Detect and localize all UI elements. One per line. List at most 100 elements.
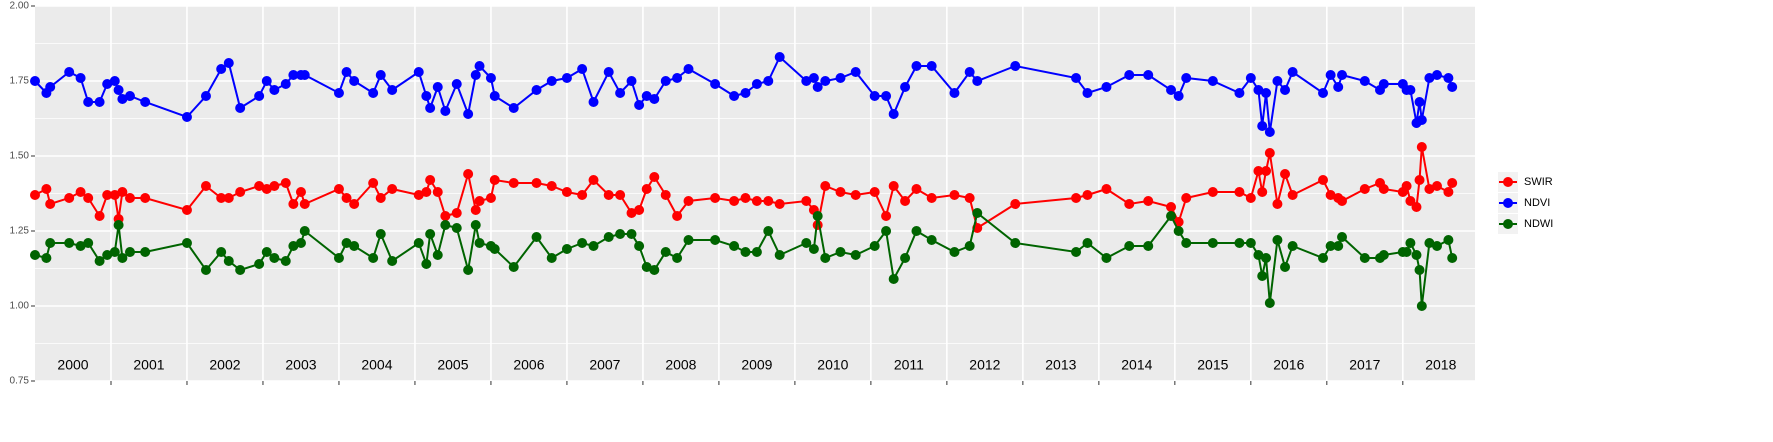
point <box>375 70 386 80</box>
point <box>801 76 812 86</box>
point <box>1333 241 1344 251</box>
year-label: 2015 <box>1197 357 1228 373</box>
point <box>1143 70 1154 80</box>
point <box>634 100 645 110</box>
point <box>531 232 542 242</box>
point <box>710 79 721 89</box>
point <box>425 175 436 185</box>
point <box>421 91 432 101</box>
point <box>672 73 683 83</box>
point <box>1264 127 1275 137</box>
point <box>1071 247 1082 257</box>
point <box>235 103 246 113</box>
point <box>489 91 500 101</box>
point <box>299 70 310 80</box>
point <box>1264 298 1275 308</box>
year-label: 2006 <box>513 357 544 373</box>
point <box>949 190 960 200</box>
point <box>83 193 94 203</box>
point <box>1280 262 1291 272</box>
point <box>1010 199 1021 209</box>
year-label: 2017 <box>1349 357 1380 373</box>
point <box>181 205 192 215</box>
point <box>1414 97 1425 107</box>
point <box>660 190 671 200</box>
point <box>561 244 572 254</box>
point <box>295 238 306 248</box>
point <box>1325 190 1336 200</box>
y-tick-label: 1.75 <box>10 76 30 87</box>
point <box>1010 238 1021 248</box>
point <box>341 193 352 203</box>
year-label: 2008 <box>665 357 696 373</box>
point <box>216 247 227 257</box>
point <box>280 256 291 266</box>
point <box>881 226 892 236</box>
point <box>615 88 626 98</box>
year-label: 2012 <box>969 357 1000 373</box>
point <box>1325 241 1336 251</box>
point <box>1257 271 1268 281</box>
point <box>181 238 192 248</box>
point <box>626 76 637 86</box>
point <box>1124 199 1135 209</box>
point <box>546 76 557 86</box>
point <box>729 91 740 101</box>
legend-label: NDWI <box>1524 218 1553 230</box>
point <box>117 187 128 197</box>
point <box>30 250 40 260</box>
point <box>368 178 379 188</box>
point <box>341 238 352 248</box>
point <box>432 250 443 260</box>
point <box>102 79 113 89</box>
point <box>470 220 481 230</box>
point <box>41 184 52 194</box>
year-label: 2010 <box>817 357 848 373</box>
point <box>470 70 481 80</box>
point <box>109 190 120 200</box>
point <box>869 241 880 251</box>
point <box>964 241 975 251</box>
point <box>710 235 721 245</box>
point <box>333 184 344 194</box>
point <box>451 223 462 233</box>
point <box>900 253 911 263</box>
point <box>1416 142 1427 152</box>
point <box>926 193 937 203</box>
point <box>1101 82 1112 92</box>
point <box>577 64 588 74</box>
point <box>269 85 280 95</box>
point <box>1280 169 1291 179</box>
point <box>1359 184 1370 194</box>
point <box>117 253 128 263</box>
year-label: 2005 <box>437 357 468 373</box>
point <box>763 226 774 236</box>
point <box>333 88 344 98</box>
point <box>888 274 899 284</box>
point <box>911 184 922 194</box>
point <box>349 241 360 251</box>
point <box>926 235 937 245</box>
year-label: 2004 <box>361 357 392 373</box>
year-label: 2002 <box>209 357 240 373</box>
point <box>641 262 652 272</box>
point <box>75 241 86 251</box>
point <box>672 211 683 221</box>
point <box>1143 196 1154 206</box>
point <box>1253 85 1264 95</box>
point <box>463 169 474 179</box>
point <box>45 199 56 209</box>
point <box>546 181 557 191</box>
point <box>926 61 937 71</box>
point <box>413 238 424 248</box>
point <box>603 190 614 200</box>
point <box>1071 73 1082 83</box>
point <box>269 181 280 191</box>
point <box>1101 253 1112 263</box>
point <box>413 67 424 77</box>
point <box>235 187 246 197</box>
point <box>1325 70 1336 80</box>
point <box>375 193 386 203</box>
point <box>869 91 880 101</box>
point <box>181 112 192 122</box>
